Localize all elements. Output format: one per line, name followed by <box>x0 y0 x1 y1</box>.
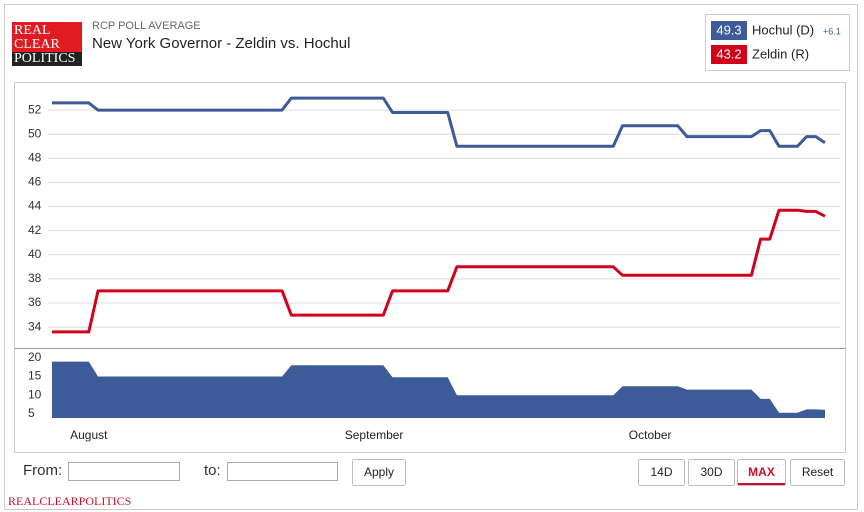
spread-area <box>52 361 825 418</box>
y-tick-label: 52 <box>28 102 42 116</box>
range-label: 30D <box>700 465 722 479</box>
title: New York Governor - Zeldin vs. Hochul <box>92 35 350 52</box>
range-label: 14D <box>650 465 672 479</box>
x-tick-label: August <box>70 428 108 442</box>
range-button[interactable] <box>688 459 735 486</box>
logo-text: REAL <box>14 23 51 38</box>
legend-value: 49.3 <box>716 22 741 37</box>
x-tick-label: September <box>345 428 404 442</box>
from-input[interactable] <box>68 462 180 481</box>
y-tick-label: 42 <box>28 223 42 237</box>
y-tick-label: 44 <box>28 199 42 213</box>
y-tick-label: 15 <box>28 369 42 383</box>
y-tick-label: 20 <box>28 350 42 364</box>
y-tick-label: 5 <box>28 406 35 420</box>
logo-text: POLITICS <box>14 51 75 66</box>
apply-label: Apply <box>364 465 394 479</box>
logo-band <box>12 52 82 66</box>
range-label: Reset <box>802 465 834 479</box>
range-label: MAX <box>748 465 775 479</box>
kicker: RCP POLL AVERAGE <box>92 20 201 32</box>
y-tick-label: 40 <box>28 247 42 261</box>
apply-button[interactable] <box>352 459 406 486</box>
y-tick-label: 50 <box>28 126 42 140</box>
logo-text: CLEAR <box>14 37 61 52</box>
from-label: From: <box>23 462 62 479</box>
legend-value: 43.2 <box>716 46 741 61</box>
y-tick-label: 34 <box>28 319 42 333</box>
y-tick-label: 10 <box>28 387 42 401</box>
footer: REALCLEARPOLITICS <box>8 494 131 508</box>
legend-spread: +6.1 <box>823 26 841 36</box>
legend-name: Zeldin (R) <box>752 46 809 61</box>
to-input[interactable] <box>227 462 338 481</box>
legend-swatch <box>711 45 747 64</box>
y-tick-label: 38 <box>28 271 42 285</box>
legend-swatch <box>711 21 747 40</box>
range-button[interactable] <box>638 459 685 486</box>
range-button[interactable] <box>790 459 845 486</box>
range-button[interactable] <box>737 459 786 486</box>
series-line <box>52 96 826 148</box>
legend-name: Hochul (D) <box>752 22 814 37</box>
x-tick-label: October <box>629 428 672 442</box>
y-tick-label: 36 <box>28 295 42 309</box>
series-line <box>52 208 826 334</box>
to-label: to: <box>204 462 221 479</box>
y-tick-label: 48 <box>28 151 42 165</box>
y-tick-label: 46 <box>28 175 42 189</box>
